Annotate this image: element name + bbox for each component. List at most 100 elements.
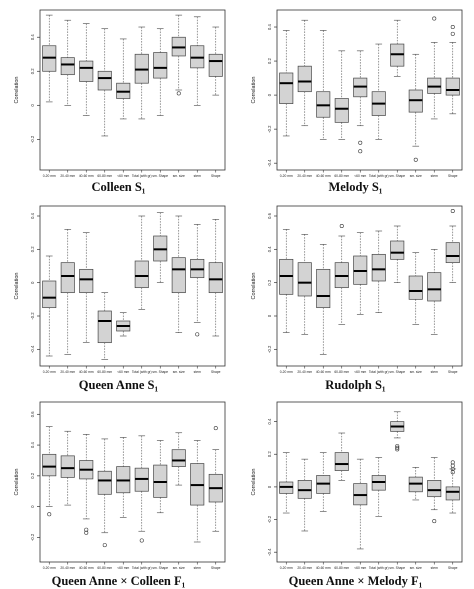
box-2 [60, 19, 75, 106]
iqr-box [97, 310, 112, 344]
iqr-box [60, 455, 75, 478]
iqr-box [390, 240, 405, 260]
plot-frame [276, 9, 463, 171]
box-8 [408, 252, 423, 325]
plot-frame [39, 9, 226, 171]
x-tick-label: Total (with gr) [369, 370, 389, 374]
outlier-point [395, 445, 400, 450]
chart-queen-anne: -0.4 -0.2 0 0.2 0.4 Correlation 0-20 mm 20-40 m… [14, 205, 226, 374]
x-tick-label: <60 mm [117, 174, 129, 178]
iqr-box [334, 98, 349, 123]
box-1 [279, 452, 294, 514]
box-1 [42, 426, 57, 517]
chart-rudolph: -0.2 0 0.2 0.4 0.6 Correlation 0-20 mm 20-40 mm… [251, 205, 463, 374]
box-8 [408, 53, 423, 162]
y-axis-label: Correlation [251, 273, 257, 300]
y-axis-label: Correlation [14, 273, 20, 300]
y-tick-label: 0 [267, 93, 272, 96]
box-6 [134, 215, 149, 310]
iqr-box [297, 65, 312, 93]
plot-frame [39, 401, 226, 563]
outlier-point [84, 527, 89, 532]
x-tick-label: 20-40 mm [297, 370, 312, 374]
iqr-box [42, 280, 57, 309]
box-1 [42, 14, 57, 103]
x-tick-label: 0-20 mm [280, 566, 293, 570]
outlier-point [339, 223, 344, 228]
box-1 [279, 30, 294, 137]
outlier-point [195, 332, 200, 337]
y-tick-label: 0 [30, 281, 35, 284]
box-2 [297, 458, 312, 532]
outlier-point [450, 463, 455, 468]
x-tick-label: <60 mm [354, 174, 366, 178]
y-tick-label: -0.2 [30, 135, 35, 143]
box-9 [190, 440, 205, 543]
outlier-point [413, 157, 418, 162]
x-tick-label: stem [431, 370, 438, 374]
y-tick-label: 0.2 [30, 472, 35, 478]
box-5 [353, 232, 368, 315]
x-tick-label: 0-20 mm [280, 370, 293, 374]
x-tick-label: sm. Shape [152, 174, 168, 178]
y-tick-label: -0.2 [30, 533, 35, 541]
x-tick-label: Total (with gr) [369, 566, 389, 570]
x-tick-label: sm. Shape [152, 370, 168, 374]
x-tick-label: sm. size [173, 370, 185, 374]
iqr-box [171, 449, 186, 467]
x-tick-label: 20-40 mm [60, 566, 75, 570]
outlier-point [358, 140, 363, 145]
x-tick-label: 20-40 mm [60, 370, 75, 374]
x-tick-label: sm. Shape [389, 566, 405, 570]
x-tick-label: <60 mm [354, 566, 366, 570]
y-tick-label: 0.2 [30, 68, 35, 74]
iqr-box [171, 257, 186, 294]
outlier-point [47, 512, 52, 517]
panel-colleen: -0.2 0 0.2 0.4 Correlation 0-20 mm 20-40 mm 40-… [0, 0, 237, 196]
y-tick-label: 0 [267, 314, 272, 317]
box-4 [97, 292, 112, 360]
panel-rudolph: -0.2 0 0.2 0.4 0.6 Correlation 0-20 mm 20-40 mm… [237, 196, 474, 392]
caption-qa-colleen: Queen Anne × Colleen F₁ [51, 574, 186, 588]
y-tick-label: 0.2 [30, 246, 35, 252]
x-tick-label: 40-60 mm [79, 566, 94, 570]
box-5 [353, 458, 368, 550]
panel-melody: -0.4 -0.2 0 0.2 0.4 Correlation 0-20 mm 20-40 m… [237, 0, 474, 196]
iqr-box [371, 253, 386, 282]
box-6 [134, 26, 149, 120]
x-tick-label: sm. Shape [152, 566, 168, 570]
box-4 [334, 432, 349, 481]
iqr-box [79, 60, 94, 82]
box-10 [445, 209, 460, 283]
x-tick-label: 20-40 mm [297, 174, 312, 178]
box-9 [190, 224, 205, 337]
x-tick-label: <60 mm [117, 566, 129, 570]
x-tick-label: sm. Shape [389, 174, 405, 178]
chart-colleen: -0.2 0 0.2 0.4 Correlation 0-20 mm 20-40 mm 40-… [14, 9, 226, 178]
panel-qa-colleen: -0.2 0 0.2 0.4 0.6 Correlation 0-20 mm 20-40 mm… [0, 392, 237, 588]
y-axis-label: Correlation [14, 469, 20, 496]
box-7 [153, 212, 168, 283]
x-tick-label: <60 mm [354, 370, 366, 374]
box-1 [279, 229, 294, 333]
iqr-box [134, 260, 149, 289]
y-tick-label: 0 [267, 485, 272, 488]
iqr-box [334, 452, 349, 471]
x-tick-label: Shape [211, 174, 221, 178]
iqr-box [208, 262, 223, 294]
box-6 [371, 43, 386, 140]
outlier-point [450, 460, 455, 465]
y-tick-label: -0.2 [30, 312, 35, 320]
outlier-point [432, 519, 437, 524]
y-tick-label: 0.4 [267, 246, 272, 252]
caption-melody: Melody S₁ [328, 180, 383, 194]
box-9 [427, 16, 442, 120]
caption-qa-melody: Queen Anne × Melody F₁ [288, 574, 423, 588]
box-3 [79, 434, 94, 535]
box-7 [390, 19, 405, 77]
plot-frame [276, 205, 463, 367]
box-8 [408, 467, 423, 501]
box-4 [334, 223, 349, 325]
y-tick-label: 0.4 [267, 23, 272, 29]
x-tick-label: stem [431, 174, 438, 178]
